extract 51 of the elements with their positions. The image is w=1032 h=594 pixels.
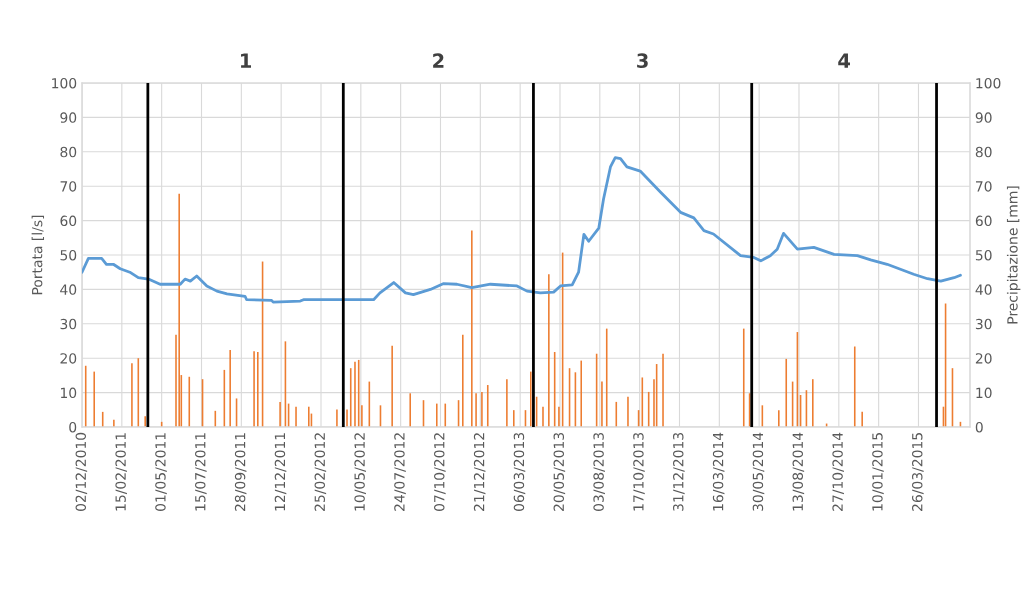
y-tick-label: 30 [60,318,77,330]
x-tick-label: 01/05/2011 [155,433,167,511]
y-axis-title: Portata [l/s] [31,215,45,295]
y-tick-label: 40 [60,284,77,295]
y2-axis-title: Precipitazione [mm] [1006,186,1021,324]
text: 2 [433,53,444,68]
y-tick-label: 80 [60,146,77,158]
x-tick-label: 16/03/2014 [712,432,725,511]
y2-tick-label: 0 [975,421,983,433]
x-tick-label: 03/08/2013 [593,432,605,511]
y-tick-label: 50 [60,249,77,261]
x-tick-label: 13/08/2014 [792,432,805,511]
x-tick-label: 31/12/2013 [673,432,685,511]
y2-tick-label: 20 [975,353,992,364]
line-series [82,156,962,304]
x-tick-label: 30/05/2014 [752,432,765,511]
y2-tick-label: 30 [975,318,992,330]
y2-tick-label: 90 [975,112,992,123]
x-tick-label: 17/10/2013 [633,432,645,511]
y-tick-label: 10 [60,387,77,399]
y-tick-label: 100 [52,77,77,89]
x-tick-label: 10/01/2015 [872,433,884,511]
y-tick-label: 0 [69,421,77,433]
x-tick-label: 21/12/2012 [473,433,486,511]
y2-tick-label: 100 [976,77,1001,89]
x-tick-label: 02/12/2010 [75,432,88,511]
y2-tick-label: 80 [975,146,992,158]
y2-tick-label: 70 [976,181,992,192]
x-tick-label: 12/12/2011 [274,433,287,511]
y-tick-label: 70 [60,181,77,192]
text: 3 [637,53,648,68]
y2-tick-label: 60 [975,215,992,227]
x-tick-label: 15/07/2011 [195,433,207,511]
y2-tick-label: 10 [976,387,992,399]
x-tick-label: 27/10/2014 [832,432,844,511]
y2-tick-label: 50 [975,249,992,261]
y-tick-label: 90 [60,112,77,123]
x-tick-label: 10/05/2012 [354,433,366,511]
x-tick-label: 15/02/2011 [115,433,127,511]
y2-tick-label: 40 [975,284,992,295]
text: 1 [241,53,252,68]
x-tick-label: 07/10/2012 [434,433,446,511]
text: 4 [838,53,850,68]
x-tick-label: 26/03/2015 [912,433,924,511]
x-tick-label: 20/05/2013 [553,432,566,511]
y-tick-label: 20 [60,353,77,364]
x-tick-label: 24/07/2012 [394,433,406,511]
x-tick-label: 28/09/2011 [234,433,247,511]
x-tick-label: 06/03/2013 [513,432,526,511]
x-tick-label: 25/02/2012 [314,433,327,511]
y-tick-label: 60 [60,215,77,227]
